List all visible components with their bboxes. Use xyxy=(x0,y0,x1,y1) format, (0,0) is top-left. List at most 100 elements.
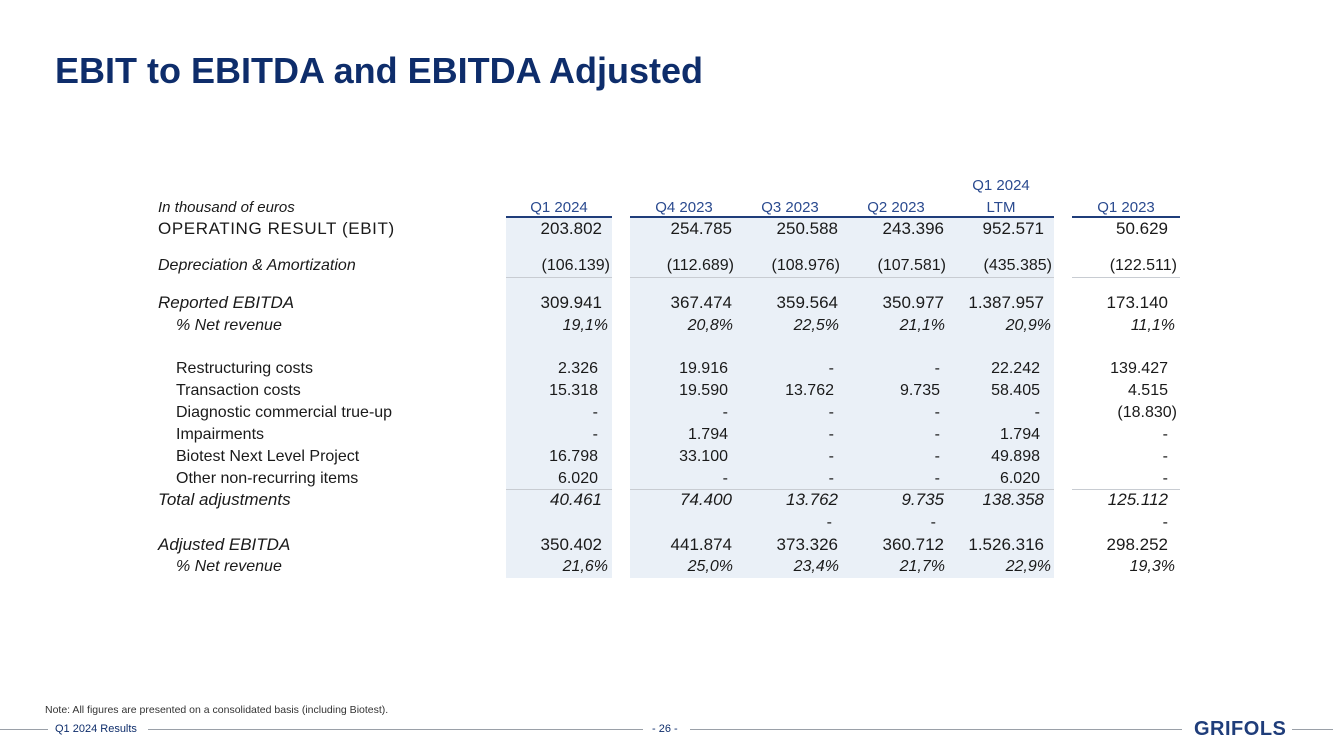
cell-ebit-col3: 243.396 xyxy=(882,219,944,238)
cell-other-non-recurring-col4: 6.020 xyxy=(999,470,1040,487)
cell-reported-ebitda-col5: 173.140 xyxy=(1106,293,1168,312)
cell-adjusted-ebitda-col5: 298.252 xyxy=(1106,535,1168,554)
row-divider-da xyxy=(506,277,612,278)
cell-ebit-col0: 203.802 xyxy=(540,219,602,238)
cell-reported-ebitda-col2: 359.564 xyxy=(776,293,838,312)
cell-depreciation-amortization-col1: (112.689) xyxy=(666,257,734,274)
row-label-restructuring-costs: Restructuring costs xyxy=(176,360,313,377)
cell-reported-net-revenue-pct-col0: 19,1% xyxy=(562,317,608,334)
cell-reported-ebitda-col1: 367.474 xyxy=(670,293,732,312)
cell-adjusted-net-revenue-pct-col3: 21,7% xyxy=(899,558,945,575)
cell-diagnostic-true-up-col3: - xyxy=(934,404,940,421)
row-divider-da-mid xyxy=(630,277,1054,278)
row-label-depreciation-amortization: Depreciation & Amortization xyxy=(158,257,356,274)
cell-transaction-costs-col0: 15.318 xyxy=(549,382,598,399)
cell-adjusted-net-revenue-pct-col2: 23,4% xyxy=(793,558,839,575)
cell-total-adjustments-col3: 9.735 xyxy=(901,490,944,509)
row-label-adjusted-net-revenue-pct: % Net revenue xyxy=(176,558,282,575)
cell-biotest-next-level-col0: 16.798 xyxy=(549,448,598,465)
cell-transaction-costs-col1: 19.590 xyxy=(679,382,728,399)
footnote: Note: All figures are presented on a con… xyxy=(45,704,389,716)
cell-adjusted-ebitda-col1: 441.874 xyxy=(670,535,732,554)
cell-ebit-col5: 50.629 xyxy=(1116,219,1168,238)
row-divider-da-q1-2023 xyxy=(1072,277,1180,278)
row-label-biotest-next-level: Biotest Next Level Project xyxy=(176,448,360,465)
row-divider-total-q1-2023 xyxy=(1072,489,1180,490)
cell-impairments-col4: 1.794 xyxy=(999,426,1040,443)
row-label-other-non-recurring: Other non-recurring items xyxy=(176,470,359,487)
cell-diagnostic-true-up-col5: (18.830) xyxy=(1117,404,1177,421)
cell-adjusted-ebitda-col0: 350.402 xyxy=(540,535,602,554)
cell-other-non-recurring-col0: 6.020 xyxy=(557,470,598,487)
cell-total-adjustments-col1: 74.400 xyxy=(680,490,732,509)
col-header-ltm-line1: Q1 2024 xyxy=(972,177,1030,194)
cell-restructuring-costs-col4: 22.242 xyxy=(991,360,1040,377)
cell-reported-net-revenue-pct-col1: 20,8% xyxy=(687,317,733,334)
cell-blank-row-col2: - xyxy=(826,514,832,531)
cell-total-adjustments-col5: 125.112 xyxy=(1107,490,1168,509)
row-label-total-adjustments: Total adjustments xyxy=(158,490,291,509)
row-label-ebit: OPERATING RESULT (EBIT) xyxy=(158,219,395,238)
footer-line-mid-right xyxy=(690,729,1182,730)
cell-other-non-recurring-col2: - xyxy=(828,470,834,487)
cell-depreciation-amortization-col3: (107.581) xyxy=(877,257,947,274)
cell-adjusted-net-revenue-pct-col1: 25,0% xyxy=(687,558,733,575)
cell-ebit-col2: 250.588 xyxy=(776,219,838,238)
cell-total-adjustments-col4: 138.358 xyxy=(982,490,1044,509)
cell-biotest-next-level-col1: 33.100 xyxy=(679,448,728,465)
cell-reported-net-revenue-pct-col5: 11,1% xyxy=(1130,317,1175,334)
row-label-reported-net-revenue-pct: % Net revenue xyxy=(176,317,282,334)
grifols-logo: GRIFOLS xyxy=(1194,718,1287,740)
cell-blank-row-col3: - xyxy=(930,514,936,531)
cell-ebit-col1: 254.785 xyxy=(670,219,732,238)
cell-transaction-costs-col2: 13.762 xyxy=(785,382,834,399)
row-label-diagnostic-true-up: Diagnostic commercial true-up xyxy=(176,404,393,421)
cell-diagnostic-true-up-col4: - xyxy=(1034,404,1040,421)
cell-impairments-col2: - xyxy=(828,426,834,443)
col-header-q1-2023: Q1 2023 xyxy=(1097,199,1155,216)
cell-impairments-col3: - xyxy=(934,426,940,443)
cell-adjusted-net-revenue-pct-col0: 21,6% xyxy=(562,558,608,575)
cell-biotest-next-level-col5: - xyxy=(1162,448,1168,465)
cell-impairments-col5: - xyxy=(1162,426,1168,443)
cell-transaction-costs-col4: 58.405 xyxy=(991,382,1040,399)
cell-restructuring-costs-col2: - xyxy=(828,360,834,377)
cell-adjusted-ebitda-col3: 360.712 xyxy=(882,535,944,554)
page-number: - 26 - xyxy=(652,723,678,735)
row-label-adjusted-ebitda: Adjusted EBITDA xyxy=(158,535,291,554)
footer-line-right xyxy=(1292,729,1333,730)
cell-transaction-costs-col3: 9.735 xyxy=(899,382,940,399)
shade-q1-2024 xyxy=(506,218,612,578)
cell-diagnostic-true-up-col0: - xyxy=(592,404,598,421)
cell-reported-net-revenue-pct-col4: 20,9% xyxy=(1005,317,1051,334)
cell-other-non-recurring-col3: - xyxy=(934,470,940,487)
cell-diagnostic-true-up-col2: - xyxy=(828,404,834,421)
cell-adjusted-net-revenue-pct-col5: 19,3% xyxy=(1129,558,1175,575)
cell-depreciation-amortization-col0: (106.139) xyxy=(541,257,611,274)
cell-biotest-next-level-col3: - xyxy=(934,448,940,465)
cell-reported-net-revenue-pct-col2: 22,5% xyxy=(793,317,839,334)
cell-impairments-col0: - xyxy=(592,426,598,443)
footer-label: Q1 2024 Results xyxy=(55,723,137,735)
page-title: EBIT to EBITDA and EBITDA Adjusted xyxy=(55,50,703,91)
footer-line-left xyxy=(0,729,48,730)
col-header-q2-2023: Q2 2023 xyxy=(867,199,925,216)
header-underline-q1-2024 xyxy=(506,216,612,218)
cell-restructuring-costs-col0: 2.326 xyxy=(557,360,598,377)
col-header-q1-2024: Q1 2024 xyxy=(530,199,588,216)
col-header-q4-2023: Q4 2023 xyxy=(655,199,713,216)
cell-biotest-next-level-col4: 49.898 xyxy=(991,448,1040,465)
cell-restructuring-costs-col1: 19.916 xyxy=(679,360,728,377)
cell-depreciation-amortization-col5: (122.511) xyxy=(1109,257,1177,274)
row-label-reported-ebitda: Reported EBITDA xyxy=(158,293,295,312)
cell-other-non-recurring-col1: - xyxy=(722,470,728,487)
col-header-ltm-line2: LTM xyxy=(986,199,1016,216)
cell-impairments-col1: 1.794 xyxy=(687,426,728,443)
cell-diagnostic-true-up-col1: - xyxy=(722,404,728,421)
unit-label: In thousand of euros xyxy=(158,199,295,216)
cell-restructuring-costs-col5: 139.427 xyxy=(1110,360,1168,377)
cell-adjusted-ebitda-col2: 373.326 xyxy=(776,535,838,554)
row-divider-total xyxy=(506,489,612,490)
cell-transaction-costs-col5: 4.515 xyxy=(1127,382,1168,399)
cell-blank-row-col5: - xyxy=(1162,514,1168,531)
